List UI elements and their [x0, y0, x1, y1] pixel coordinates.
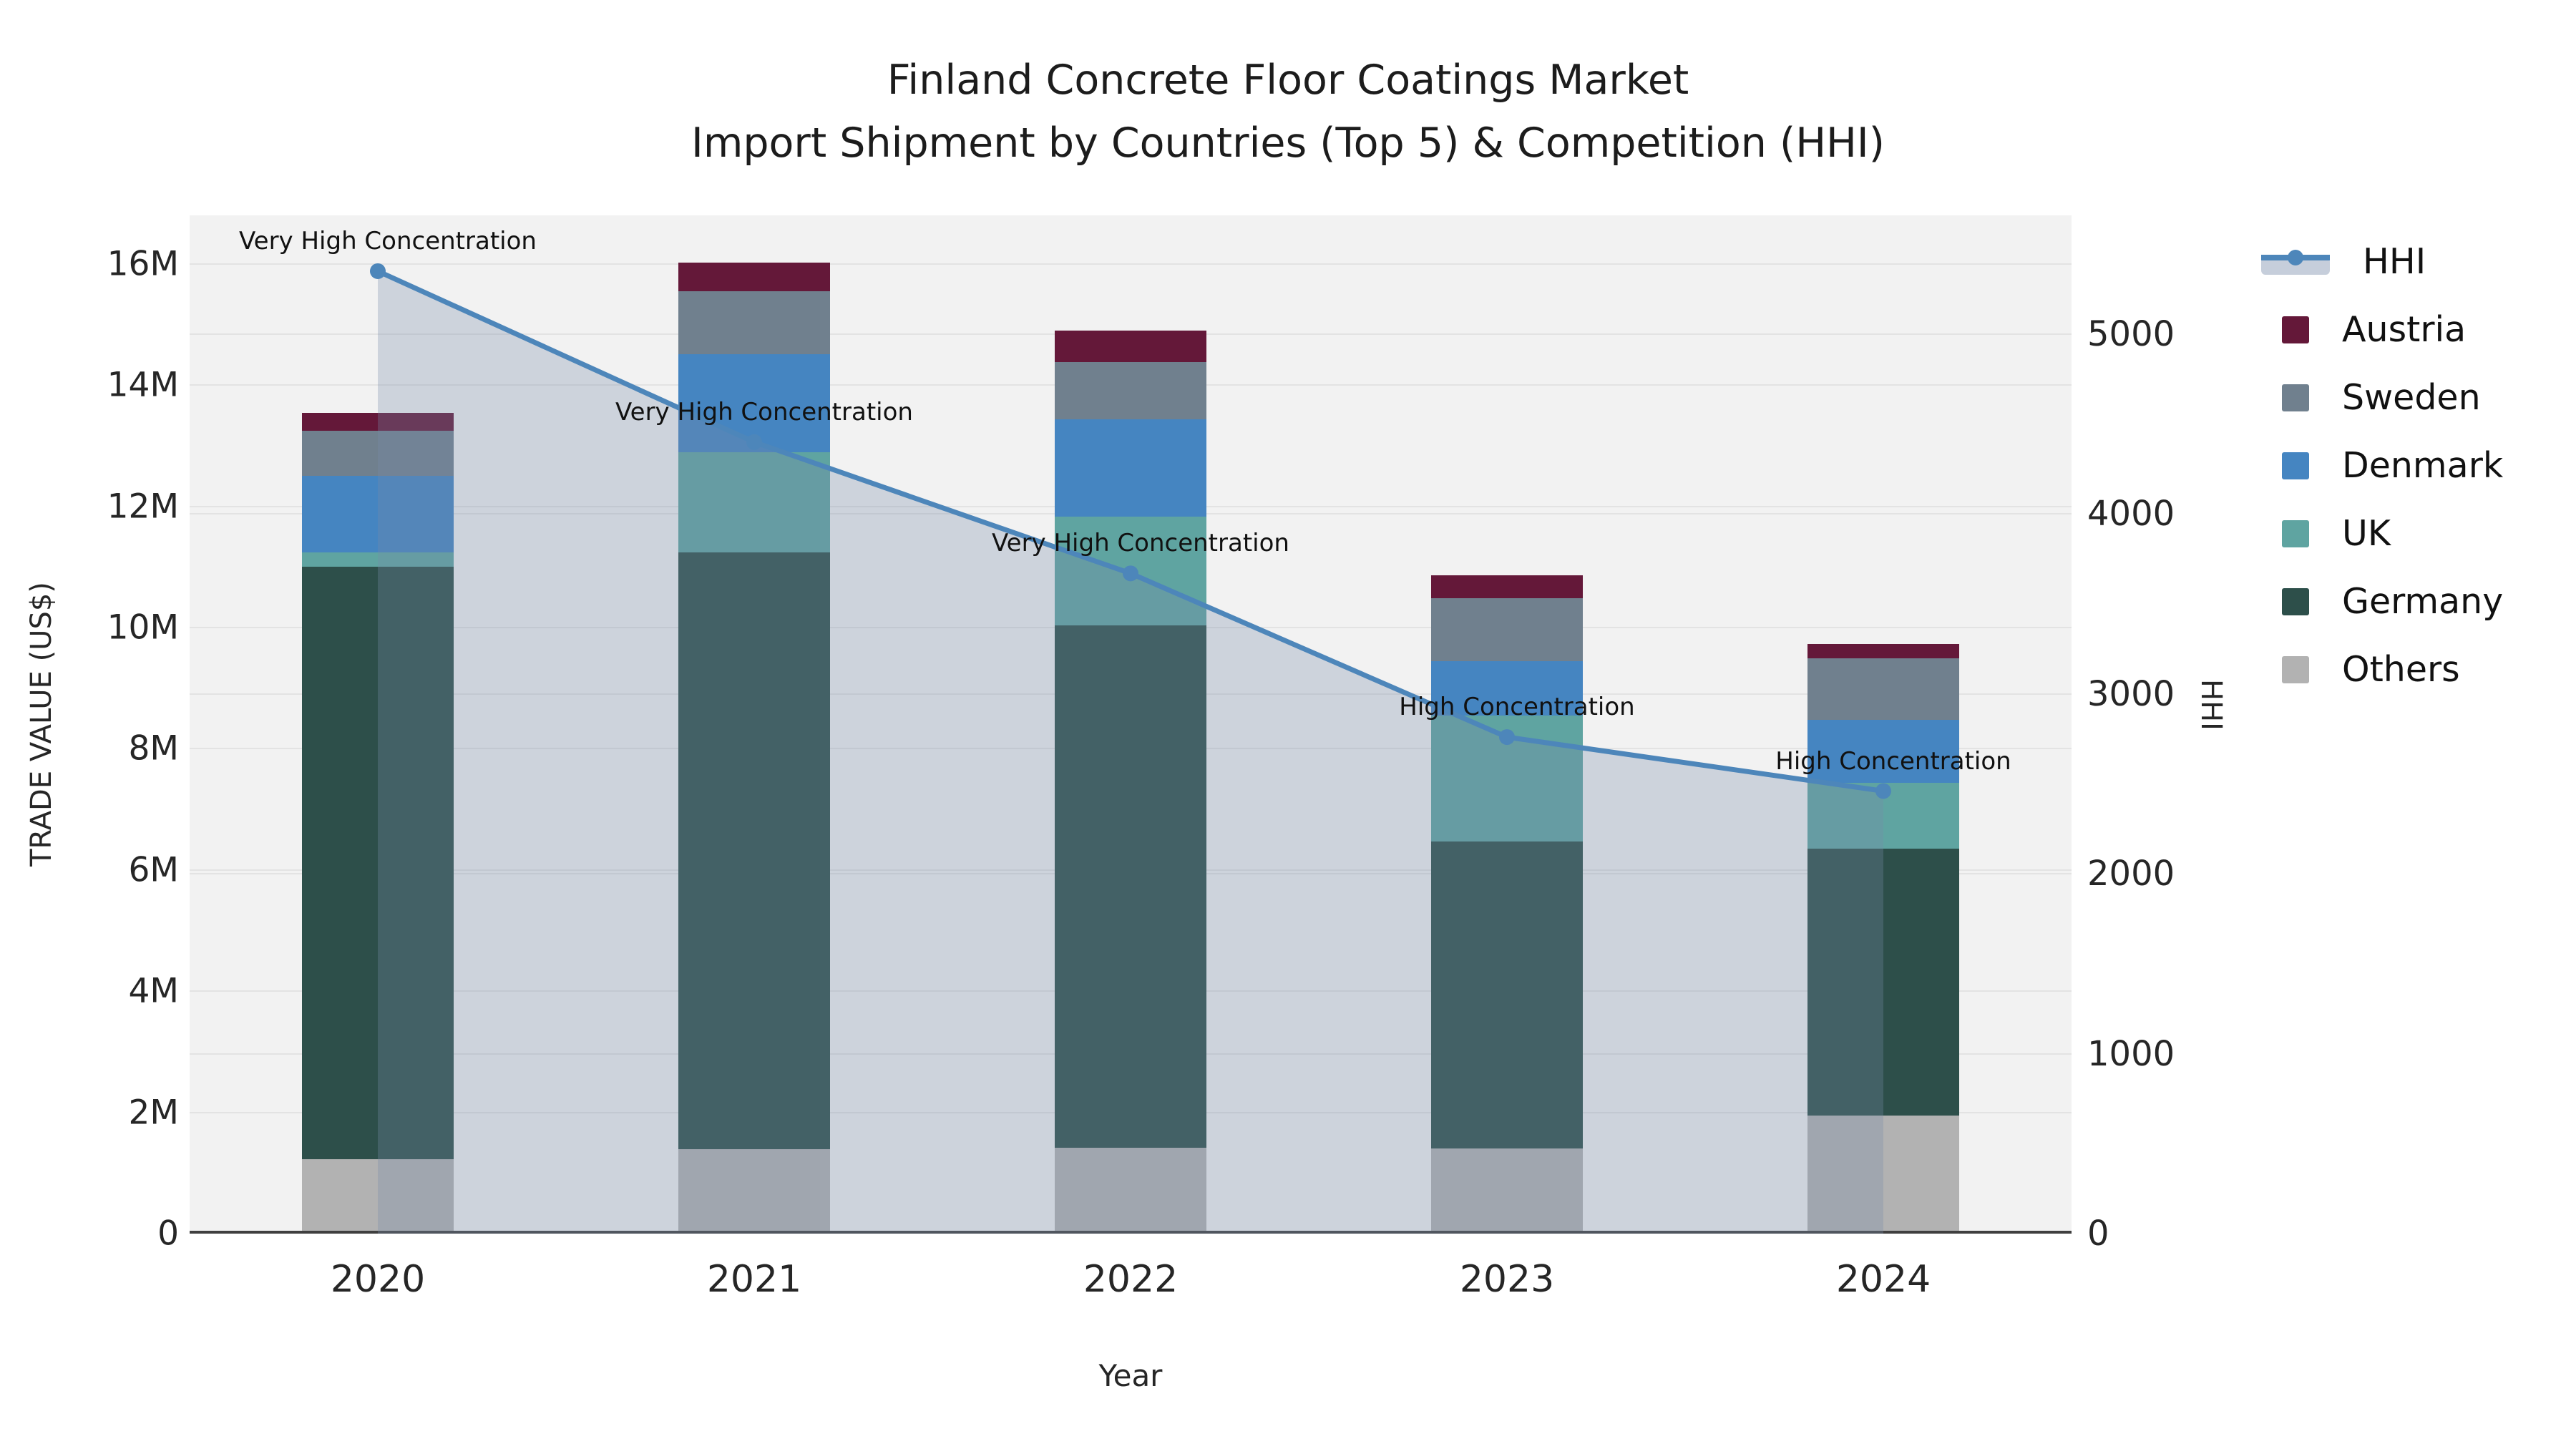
y-left-tick-6M: 6M: [128, 850, 179, 890]
x-tick-2023: 2023: [1459, 1258, 1555, 1301]
bar-segment-2024-sweden[interactable]: [1807, 658, 1959, 720]
hhi-area-fill: [378, 270, 1883, 1234]
bar-segment-2024-denmark[interactable]: [1807, 719, 1959, 784]
bar-segment-2021-austria[interactable]: [678, 263, 830, 292]
legend-label-others: Others: [2342, 649, 2460, 690]
legend-item-germany[interactable]: Germany: [2261, 567, 2503, 635]
legend-item-uk[interactable]: UK: [2261, 499, 2503, 567]
y-left-tick-8M: 8M: [128, 728, 179, 769]
legend-item-austria[interactable]: Austria: [2261, 296, 2503, 364]
bar-segment-2020-denmark[interactable]: [302, 475, 454, 553]
bar-segment-2024-austria[interactable]: [1807, 644, 1959, 658]
annotation-2022: Very High Concentration: [992, 529, 1289, 558]
bar-segment-2024-germany[interactable]: [1807, 848, 1959, 1116]
hhi-line-layer: [370, 263, 1891, 1234]
y-right-tick-5000: 5000: [2087, 313, 2175, 354]
y-left-tick-16M: 16M: [107, 244, 179, 284]
plot-area: Very High Concentration Very High Concent…: [190, 215, 2072, 1234]
bar-segment-2023-germany[interactable]: [1431, 841, 1583, 1148]
legend-label-hhi: HHI: [2363, 241, 2426, 282]
hhi-marker-2022[interactable]: [1123, 565, 1138, 582]
y-right-tick-2000: 2000: [2087, 854, 2175, 894]
bar-segment-2022-sweden[interactable]: [1055, 362, 1206, 419]
y-right-tick-4000: 4000: [2087, 494, 2175, 535]
y-left-tick-0: 0: [157, 1214, 179, 1254]
bar-segment-2020-others[interactable]: [302, 1159, 454, 1231]
x-tick-2021: 2021: [706, 1258, 802, 1301]
bar-segment-2023-austria[interactable]: [1431, 575, 1583, 598]
y-left-axis-title: TRADE VALUE (US$): [25, 582, 58, 867]
bar-segment-2022-austria[interactable]: [1055, 331, 1206, 363]
bar-segment-2023-sweden[interactable]: [1431, 597, 1583, 661]
x-axis-title: Year: [1098, 1358, 1163, 1393]
legend: HHI Austria Sweden Denmark UK Germany Others: [2261, 228, 2503, 703]
legend-swatch-sweden-icon: [2282, 384, 2309, 411]
bar-segment-2022-others[interactable]: [1055, 1147, 1206, 1231]
y-right-tick-3000: 3000: [2087, 673, 2175, 714]
hhi-marker-2021[interactable]: [746, 434, 762, 450]
x-tick-2020: 2020: [330, 1258, 426, 1301]
annotation-2021: Very High Concentration: [615, 397, 913, 426]
x-tick-2022: 2022: [1083, 1258, 1179, 1301]
chart-title-line2: Import Shipment by Countries (Top 5) & C…: [691, 119, 1885, 167]
hhi-marker-2020[interactable]: [370, 263, 386, 279]
legend-swatch-uk-icon: [2282, 519, 2309, 547]
y-right-tick-0: 0: [2087, 1214, 2109, 1254]
annotation-2024: High Concentration: [1775, 746, 2011, 776]
legend-item-others[interactable]: Others: [2261, 635, 2503, 703]
bar-segment-2024-others[interactable]: [1807, 1116, 1959, 1231]
bar-segment-2021-uk[interactable]: [678, 452, 830, 553]
bar-segment-2020-germany[interactable]: [302, 566, 454, 1160]
legend-item-hhi[interactable]: HHI: [2261, 228, 2503, 296]
y-left-tick-4M: 4M: [128, 971, 179, 1011]
legend-label-sweden: Sweden: [2342, 377, 2481, 418]
legend-label-uk: UK: [2342, 513, 2391, 554]
chart-title: Finland Concrete Floor Coatings Market I…: [0, 49, 2576, 175]
legend-swatch-austria-icon: [2282, 316, 2309, 343]
y-left-tick-10M: 10M: [107, 608, 179, 648]
y-left-tick-2M: 2M: [128, 1093, 179, 1133]
x-tick-2024: 2024: [1835, 1258, 1931, 1301]
legend-swatch-others-icon: [2282, 655, 2309, 683]
bar-segment-2022-germany[interactable]: [1055, 625, 1206, 1148]
bar-segment-2021-sweden[interactable]: [678, 291, 830, 355]
hhi-marker-2024[interactable]: [1875, 783, 1891, 799]
legend-swatch-denmark-icon: [2282, 452, 2309, 479]
legend-label-germany: Germany: [2342, 581, 2504, 622]
gridline-trade-16: [190, 263, 2072, 265]
y-left-tick-12M: 12M: [107, 487, 179, 527]
hhi-line-swatch-icon: [2261, 246, 2330, 278]
hhi-dot-icon: [2288, 249, 2303, 265]
bar-segment-2022-denmark[interactable]: [1055, 419, 1206, 517]
legend-item-sweden[interactable]: Sweden: [2261, 364, 2503, 431]
y-right-axis-title: HHI: [2195, 679, 2228, 731]
legend-swatch-germany-icon: [2282, 587, 2309, 615]
legend-label-austria: Austria: [2342, 309, 2467, 350]
bar-segment-2021-germany[interactable]: [678, 552, 830, 1149]
hhi-marker-2023[interactable]: [1499, 729, 1515, 746]
bar-segment-2023-denmark[interactable]: [1431, 660, 1583, 716]
legend-label-denmark: Denmark: [2342, 445, 2504, 486]
bar-segment-2023-others[interactable]: [1431, 1148, 1583, 1231]
annotation-2020: Very High Concentration: [239, 226, 537, 255]
bar-segment-2020-sweden[interactable]: [302, 430, 454, 476]
bar-segment-2020-austria[interactable]: [302, 412, 454, 431]
chart-title-line1: Finland Concrete Floor Coatings Market: [887, 57, 1689, 104]
bar-segment-2021-others[interactable]: [678, 1148, 830, 1231]
bar-segment-2020-uk[interactable]: [302, 552, 454, 567]
y-right-tick-1000: 1000: [2087, 1033, 2175, 1074]
legend-item-denmark[interactable]: Denmark: [2261, 431, 2503, 499]
y-left-tick-14M: 14M: [107, 365, 179, 405]
annotation-2023: High Concentration: [1399, 693, 1635, 722]
